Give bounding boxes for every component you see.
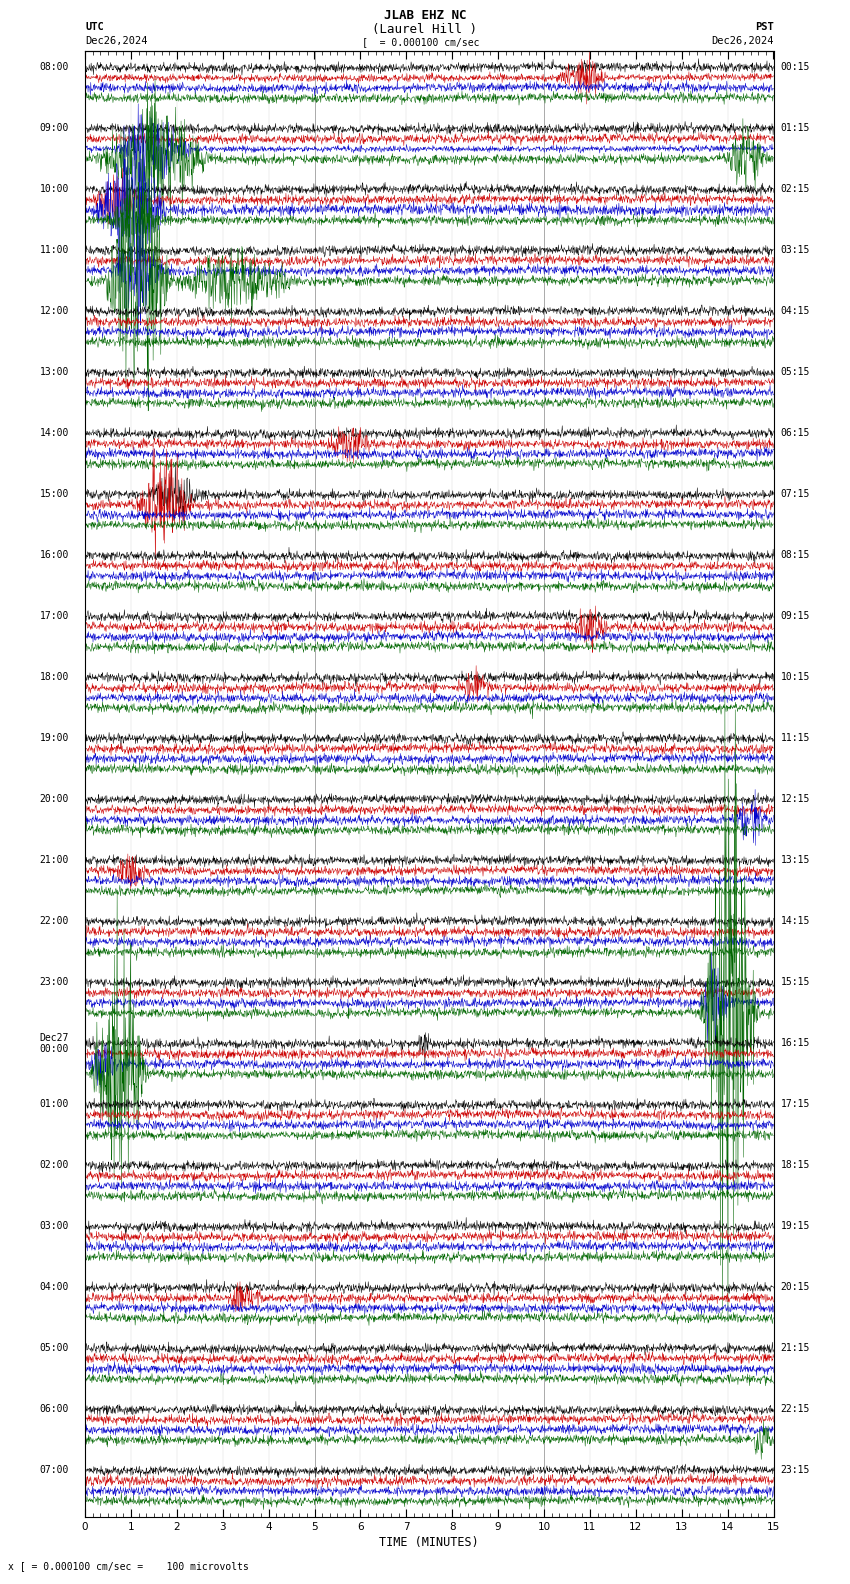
Text: 17:00: 17:00 xyxy=(40,611,69,621)
Text: JLAB EHZ NC: JLAB EHZ NC xyxy=(383,10,467,22)
Text: UTC: UTC xyxy=(85,22,104,32)
Text: Dec27
00:00: Dec27 00:00 xyxy=(40,1033,69,1055)
Text: (Laurel Hill ): (Laurel Hill ) xyxy=(372,24,478,36)
Text: x [ = 0.000100 cm/sec =    100 microvolts: x [ = 0.000100 cm/sec = 100 microvolts xyxy=(8,1562,249,1571)
Text: 10:15: 10:15 xyxy=(780,673,810,683)
Text: 19:00: 19:00 xyxy=(40,733,69,743)
Text: PST: PST xyxy=(755,22,774,32)
Text: 00:15: 00:15 xyxy=(780,62,810,73)
Text: 18:15: 18:15 xyxy=(780,1161,810,1171)
Text: 20:00: 20:00 xyxy=(40,795,69,805)
Text: 05:00: 05:00 xyxy=(40,1343,69,1353)
Text: Dec26,2024: Dec26,2024 xyxy=(85,36,148,46)
Text: 12:00: 12:00 xyxy=(40,306,69,317)
Text: 17:15: 17:15 xyxy=(780,1099,810,1109)
Text: 20:15: 20:15 xyxy=(780,1283,810,1293)
Text: 19:15: 19:15 xyxy=(780,1221,810,1231)
Text: 10:00: 10:00 xyxy=(40,184,69,195)
Text: 15:00: 15:00 xyxy=(40,489,69,499)
Text: 01:15: 01:15 xyxy=(780,124,810,133)
Text: 13:15: 13:15 xyxy=(780,855,810,865)
Text: 11:00: 11:00 xyxy=(40,246,69,255)
Text: 04:15: 04:15 xyxy=(780,306,810,317)
Text: 22:15: 22:15 xyxy=(780,1405,810,1415)
Text: 08:00: 08:00 xyxy=(40,62,69,73)
Text: 09:00: 09:00 xyxy=(40,124,69,133)
Text: 14:15: 14:15 xyxy=(780,917,810,927)
Text: 21:00: 21:00 xyxy=(40,855,69,865)
Text: 02:00: 02:00 xyxy=(40,1161,69,1171)
X-axis label: TIME (MINUTES): TIME (MINUTES) xyxy=(379,1536,479,1549)
Text: 14:00: 14:00 xyxy=(40,429,69,439)
Text: 11:15: 11:15 xyxy=(780,733,810,743)
Text: 22:00: 22:00 xyxy=(40,917,69,927)
Text: 16:15: 16:15 xyxy=(780,1039,810,1049)
Text: 13:00: 13:00 xyxy=(40,367,69,377)
Text: 07:15: 07:15 xyxy=(780,489,810,499)
Text: [  = 0.000100 cm/sec: [ = 0.000100 cm/sec xyxy=(362,38,479,48)
Text: 09:15: 09:15 xyxy=(780,611,810,621)
Text: 07:00: 07:00 xyxy=(40,1465,69,1475)
Text: 02:15: 02:15 xyxy=(780,184,810,195)
Text: 15:15: 15:15 xyxy=(780,977,810,987)
Text: Dec26,2024: Dec26,2024 xyxy=(711,36,774,46)
Text: 01:00: 01:00 xyxy=(40,1099,69,1109)
Text: 03:00: 03:00 xyxy=(40,1221,69,1231)
Text: 23:15: 23:15 xyxy=(780,1465,810,1475)
Text: 16:00: 16:00 xyxy=(40,551,69,561)
Text: 03:15: 03:15 xyxy=(780,246,810,255)
Text: 06:00: 06:00 xyxy=(40,1405,69,1415)
Text: 04:00: 04:00 xyxy=(40,1283,69,1293)
Text: 08:15: 08:15 xyxy=(780,551,810,561)
Text: 06:15: 06:15 xyxy=(780,429,810,439)
Text: 05:15: 05:15 xyxy=(780,367,810,377)
Text: 23:00: 23:00 xyxy=(40,977,69,987)
Text: 21:15: 21:15 xyxy=(780,1343,810,1353)
Text: 12:15: 12:15 xyxy=(780,795,810,805)
Text: 18:00: 18:00 xyxy=(40,673,69,683)
